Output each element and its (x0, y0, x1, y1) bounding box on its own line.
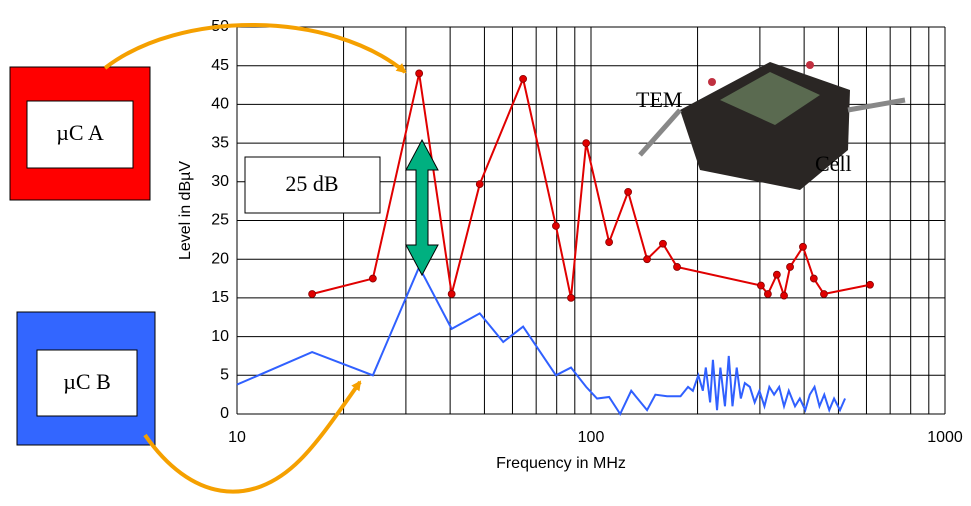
point (368, 274, 377, 283)
y-tick-label: 25 (211, 212, 229, 229)
point (308, 290, 317, 298)
annotation: 25 dB (285, 171, 338, 196)
point (475, 180, 484, 189)
annotation: µC A (56, 120, 104, 145)
point (780, 291, 788, 300)
annotation: µC B (63, 369, 111, 394)
point (643, 255, 651, 264)
x-tick-label: 10 (228, 429, 246, 446)
point (552, 222, 560, 230)
y-tick-label: 45 (211, 57, 229, 74)
arrow (143, 380, 362, 494)
y-tick-label: 20 (211, 250, 229, 267)
difference-arrow (405, 138, 439, 277)
y-tick-label: 30 (211, 173, 229, 190)
point (624, 187, 633, 196)
y-tick-label: 5 (220, 367, 229, 384)
y-tick-label: 10 (211, 328, 229, 345)
y-tick-label: 15 (211, 289, 229, 306)
point (582, 139, 591, 148)
point (772, 270, 781, 279)
point (447, 290, 456, 298)
point (673, 263, 681, 271)
point (820, 290, 828, 298)
box-a-inner (26, 100, 134, 169)
db-box (244, 156, 381, 214)
x-tick-label: 1000 (927, 429, 963, 446)
arrow (103, 23, 407, 74)
point (519, 74, 528, 83)
x-axis-title: Frequency in MHz (496, 455, 626, 472)
point (659, 239, 667, 248)
x-tick-label: 100 (578, 429, 605, 446)
y-axis-title: Level in dBµV (177, 161, 194, 260)
point (415, 69, 424, 78)
point (799, 242, 807, 251)
tem-cell-photo (638, 61, 906, 190)
point (605, 238, 614, 247)
y-tick-label: 0 (220, 405, 229, 422)
y-tick-label: 40 (211, 96, 229, 113)
point (567, 293, 575, 302)
annotation: Cell (815, 151, 852, 176)
point (757, 281, 765, 290)
point (786, 263, 794, 271)
point (866, 280, 874, 289)
annotation: TEM (636, 87, 682, 112)
series-line (236, 264, 846, 417)
y-tick-label: 35 (211, 134, 229, 151)
box-b-inner (36, 349, 138, 417)
point (763, 290, 772, 298)
point (809, 274, 818, 283)
